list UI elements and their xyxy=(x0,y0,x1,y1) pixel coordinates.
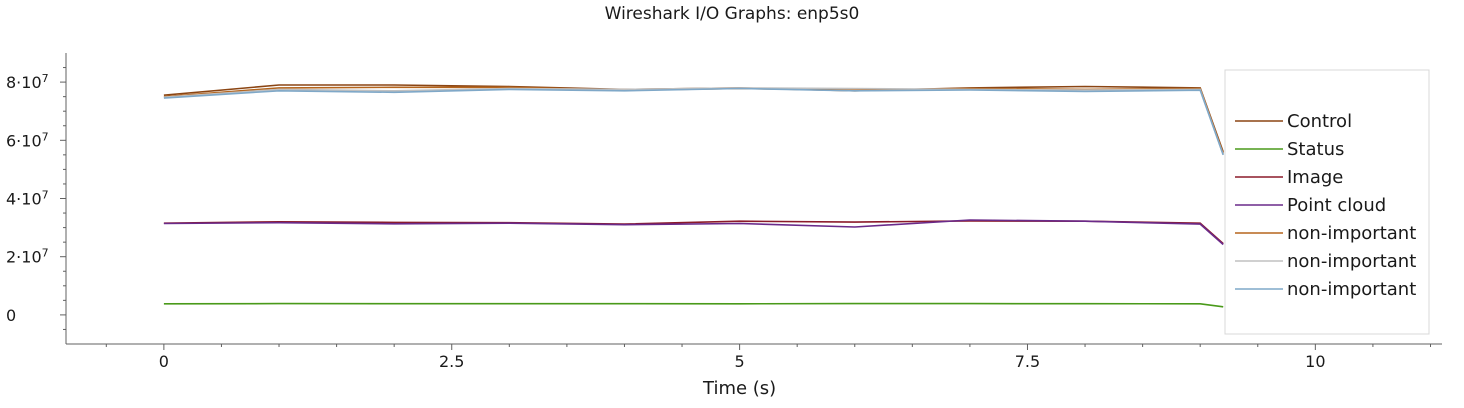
x-tick-label: 10 xyxy=(1305,352,1325,371)
legend-label-5: non-important xyxy=(1287,251,1416,272)
legend-label-2: Image xyxy=(1287,167,1343,188)
legend-label-1: Status xyxy=(1287,139,1344,160)
x-axis-label: Time (s) xyxy=(702,378,776,399)
legend: Control Status Image Point cloud non-importa… xyxy=(1224,69,1430,335)
x-tick-label: 5 xyxy=(735,352,745,371)
series-line-3 xyxy=(163,219,1224,246)
y-tick-label: 6·107 xyxy=(6,130,49,150)
legend-label-0: Control xyxy=(1287,111,1352,132)
chart-title: Wireshark I/O Graphs: enp5s0 xyxy=(604,4,860,24)
series-line-0 xyxy=(163,84,1224,153)
y-tick-label: 0 xyxy=(6,306,16,325)
series-lines xyxy=(163,84,1224,308)
legend-box xyxy=(1224,69,1430,335)
y-tick-label: 8·107 xyxy=(6,72,49,92)
series-line-4 xyxy=(163,86,1224,154)
axes: 0 2.5 5 7.5 10 0 2·107 4·107 6·107 8·107 xyxy=(6,53,1442,371)
series-line-5 xyxy=(163,87,1224,156)
y-tick-label: 2·107 xyxy=(6,247,49,267)
y-tick-label: 4·107 xyxy=(6,189,49,209)
legend-label-4: non-important xyxy=(1287,223,1416,244)
legend-label-6: non-important xyxy=(1287,279,1416,300)
x-tick-label: 7.5 xyxy=(1015,352,1040,371)
x-tick-label: 0 xyxy=(159,352,169,371)
series-line-6 xyxy=(163,87,1224,156)
legend-label-3: Point cloud xyxy=(1287,195,1386,216)
series-line-1 xyxy=(163,302,1224,308)
x-tick-label: 2.5 xyxy=(439,352,464,371)
